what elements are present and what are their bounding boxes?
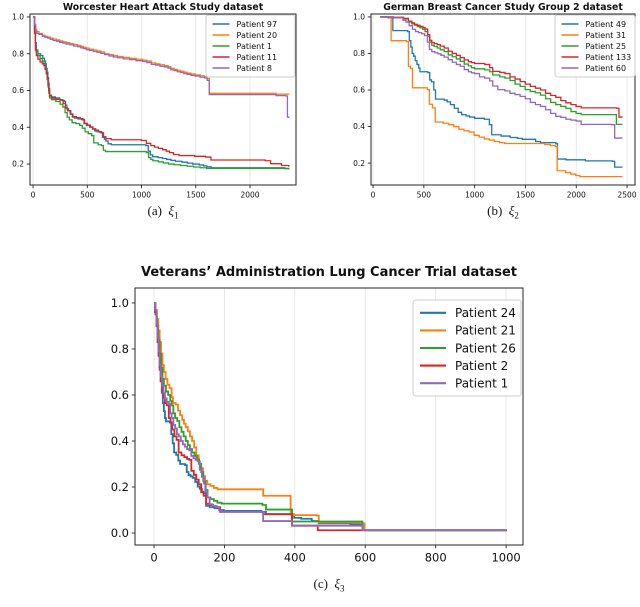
caption-b: (b) ξ2 xyxy=(371,203,635,221)
legend-label: Patient 31 xyxy=(586,31,627,40)
y-tick-label: 0.2 xyxy=(111,480,129,494)
caption-a-symbol: ξ xyxy=(168,203,174,218)
caption-c-symbol: ξ xyxy=(334,576,340,591)
x-tick-label: 400 xyxy=(284,551,306,564)
chart-canvas-worcester: 0 500 1000 1500 2000 0.2 0.4 0.6 0.8 1.0 Worcester… xyxy=(12,2,297,199)
plot-spine xyxy=(370,13,636,186)
series-line-patient-60 xyxy=(380,16,623,139)
x-tick-label: 500 xyxy=(417,191,432,199)
y-tick-label: 0.0 xyxy=(111,526,129,540)
legend-box xyxy=(412,299,522,397)
series-line-patient-49 xyxy=(380,16,623,168)
legend-label: Patient 26 xyxy=(455,341,516,355)
x-tick-label: 200 xyxy=(213,551,235,564)
series-line-patient-25 xyxy=(380,16,623,125)
x-tick-label: 500 xyxy=(80,191,95,199)
y-tick-label: 1.0 xyxy=(353,13,365,22)
chart-title: Worcester Heart Attack Study dataset xyxy=(63,2,264,13)
legend-label: Patient 2 xyxy=(455,359,508,373)
caption-c-index: (c) xyxy=(313,576,328,591)
legend-label: Patient 1 xyxy=(237,42,273,51)
caption-a-index: (a) xyxy=(147,203,162,218)
series-line-patient-8 xyxy=(33,16,290,119)
y-tick-label: 0.2 xyxy=(353,159,365,168)
caption-b-subscript: 2 xyxy=(514,210,519,221)
plot-spine xyxy=(134,287,524,546)
x-tick-label: 1500 xyxy=(186,191,205,199)
x-tick-label: 1000 xyxy=(465,191,484,199)
legend-label: Patient 60 xyxy=(586,64,627,73)
chart-title: German Breast Cancer Study Group 2 datas… xyxy=(383,2,623,13)
legend-label: Patient 8 xyxy=(237,64,273,73)
y-tick-label: 0.6 xyxy=(12,86,24,95)
legend-label: Patient 11 xyxy=(237,53,278,62)
y-tick-label: 0.8 xyxy=(12,49,24,58)
series-line-patient-31 xyxy=(380,16,623,178)
x-tick-label: 2000 xyxy=(240,191,259,199)
y-tick-label: 0.4 xyxy=(111,434,129,448)
x-tick-label: 0 xyxy=(31,191,36,199)
y-tick-label: 1.0 xyxy=(12,13,24,22)
series-line-patient-11 xyxy=(33,16,290,167)
caption-a-subscript: 1 xyxy=(174,210,179,221)
x-tick-label: 2000 xyxy=(567,191,586,199)
legend-label: Patient 49 xyxy=(586,20,627,29)
legend-label: Patient 21 xyxy=(455,324,516,338)
legend-label: Patient 25 xyxy=(586,42,627,51)
caption-c-subscript: 3 xyxy=(340,583,345,594)
legend-label: Patient 24 xyxy=(455,306,516,320)
x-tick-label: 0 xyxy=(371,191,376,199)
chart-canvas-veterans: 0 200 400 600 800 1000 0.0 0.2 0.4 0.6 0.8 1.0 Veter… xyxy=(111,265,524,564)
y-tick-label: 0.6 xyxy=(111,388,129,402)
x-tick-label: 1000 xyxy=(132,191,151,199)
y-tick-label: 0.4 xyxy=(353,122,365,131)
x-tick-label: 2500 xyxy=(618,191,637,199)
legend-label: Patient 1 xyxy=(455,377,508,391)
x-tick-label: 0 xyxy=(150,551,157,564)
caption-a: (a) ξ1 xyxy=(30,203,296,221)
chart-worcester: 0 500 1000 1500 2000 0.2 0.4 0.6 0.8 1.0 Worcester… xyxy=(0,0,320,198)
legend-label: Patient 97 xyxy=(237,20,278,29)
y-tick-label: 0.4 xyxy=(12,123,24,132)
plot-spine xyxy=(29,13,297,186)
caption-c: (c) ξ3 xyxy=(135,576,523,594)
chart-title: Veterans’ Administration Lung Cancer Tri… xyxy=(141,265,517,280)
chart-canvas-gbsg2: 0 500 1000 1500 2000 2500 0.2 0.4 0.6 0.8 1.0 Germa… xyxy=(353,2,637,199)
y-tick-label: 0.6 xyxy=(353,86,365,95)
series-line-patient-21 xyxy=(154,302,507,532)
x-tick-label: 1000 xyxy=(491,551,520,564)
x-tick-label: 1500 xyxy=(516,191,535,199)
y-tick-label: 0.8 xyxy=(353,49,365,58)
series-line-patient-133 xyxy=(380,16,623,118)
x-tick-label: 600 xyxy=(354,551,376,564)
chart-veterans: 0 200 400 600 800 1000 0.0 0.2 0.4 0.6 0.8 1.0 Veter… xyxy=(85,261,555,563)
y-tick-label: 0.8 xyxy=(111,342,129,356)
x-tick-label: 800 xyxy=(425,551,447,564)
chart-gbsg2: 0 500 1000 1500 2000 2500 0.2 0.4 0.6 0.8 1.0 Germa… xyxy=(320,0,640,198)
y-tick-label: 0.2 xyxy=(12,160,24,169)
legend-label: Patient 133 xyxy=(586,53,632,62)
series-line-patient-20 xyxy=(33,16,290,95)
legend-label: Patient 20 xyxy=(237,31,278,40)
caption-b-index: (b) xyxy=(487,203,503,218)
series-line-patient-1 xyxy=(154,302,507,532)
caption-b-symbol: ξ xyxy=(508,203,515,218)
legend-box xyxy=(205,14,296,78)
y-tick-label: 1.0 xyxy=(111,296,129,310)
legend-box xyxy=(554,14,636,78)
